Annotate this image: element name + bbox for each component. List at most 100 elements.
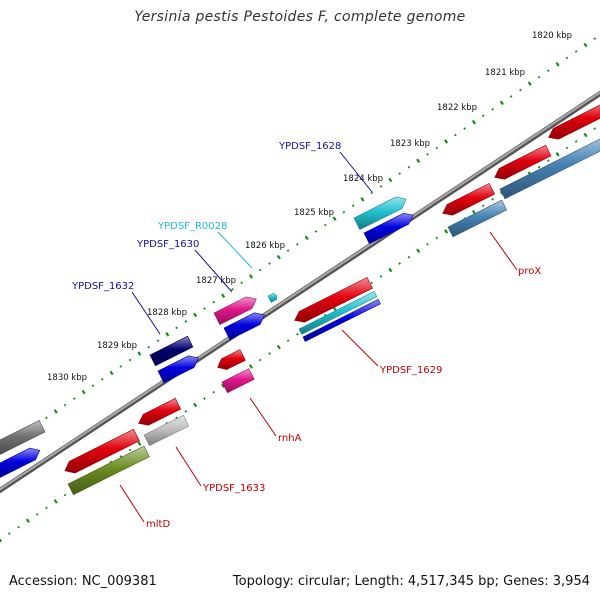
ruler-tick (221, 383, 226, 388)
ruler-tick (268, 262, 271, 265)
YPDSF_R0028-leader (217, 231, 253, 269)
ruler-tick (7, 532, 11, 535)
ruler-tick (444, 139, 449, 144)
ruler-tick (379, 275, 383, 278)
ruler-tick (537, 165, 541, 169)
ruler-tick (388, 267, 393, 273)
ruler-tick (184, 410, 188, 413)
ruler-tick (268, 352, 271, 355)
feature-blue-left (0, 447, 41, 478)
proX-feature-e (499, 138, 600, 200)
map-title: Yersinia pestis Pestoides F, complete ge… (134, 9, 466, 25)
ruler-tick (555, 62, 560, 67)
ruler-tick (286, 249, 290, 253)
ruler-tick (203, 397, 206, 400)
ruler-tick (212, 300, 216, 304)
ruler-tick (426, 243, 429, 246)
ruler-tick (546, 159, 550, 163)
mltD-label: mltD (146, 519, 170, 530)
ruler-label: 1829 kbp (97, 341, 137, 351)
ruler-tick (212, 390, 216, 394)
YPDSF_1628-leader (339, 151, 373, 193)
YPDSF_1629-leader (341, 329, 379, 367)
ruler-label: 1823 kbp (390, 139, 430, 149)
ruler-tick (91, 384, 95, 388)
ruler-label: 1822 kbp (437, 103, 477, 113)
ruler-tick (351, 204, 355, 208)
ruler-tick (583, 42, 588, 48)
ruler-tick (45, 416, 48, 420)
YPDSF_1632-label: YPDSF_1632 (71, 281, 134, 292)
YPDSF_1629-feature-b (298, 290, 378, 335)
ruler-tick (193, 312, 198, 318)
YPDSF_R0028-label: YPDSF_R0028 (157, 221, 227, 232)
ruler-tick (240, 281, 243, 285)
mltD-feature (67, 445, 150, 496)
ruler-tick (304, 235, 309, 241)
ruler-tick (454, 133, 457, 137)
ruler-tick (342, 210, 346, 214)
feature-blue-1632 (157, 355, 199, 384)
ruler-tick (491, 108, 494, 111)
YPDSF_1630-leader (194, 249, 233, 293)
topology-text: Topology: circular; Length: 4,517,345 bp… (232, 574, 590, 589)
YPDSF_1633-feature-c (143, 414, 190, 447)
ruler-tick (555, 152, 560, 157)
ruler-tick (398, 262, 401, 265)
YPDSF_R0028-feature (267, 292, 278, 303)
ruler-tick (147, 345, 151, 349)
YPDSF_1629-label: YPDSF_1629 (379, 365, 442, 376)
ruler-tick (416, 158, 421, 164)
ruler-tick (137, 441, 142, 446)
ruler-tick (388, 177, 393, 183)
ruler-tick (286, 339, 290, 343)
upper-tick-track (0, 37, 597, 453)
ruler-tick (45, 506, 48, 510)
YPDSF_1632-feature (149, 335, 194, 367)
YPDSF_1628-label: YPDSF_1628 (278, 141, 341, 152)
YPDSF_1633-feature-a (64, 428, 140, 474)
rnhA-feature-b (221, 368, 255, 394)
rnhA-feature-a (217, 349, 246, 370)
ruler-tick (314, 230, 318, 233)
ruler-tick (63, 403, 67, 407)
ruler-tick (137, 351, 142, 356)
ruler-tick (593, 127, 597, 130)
mltD-leader (119, 484, 145, 523)
ruler-tick (574, 140, 578, 143)
ruler-tick (444, 229, 449, 234)
proX-leader (489, 231, 518, 271)
ruler-tick (119, 365, 123, 368)
ruler-tick (583, 132, 588, 138)
ruler-tick (537, 75, 541, 79)
ruler-tick (471, 119, 477, 125)
ruler-tick (574, 50, 578, 53)
ruler-tick (156, 339, 160, 343)
ruler-tick (471, 209, 477, 215)
ruler-tick (426, 153, 429, 156)
ruler-label: 1827 kbp (196, 276, 236, 286)
ruler-tick (119, 455, 123, 458)
label-leaders (119, 151, 518, 523)
ruler-tick (35, 512, 39, 516)
proX-label: proX (518, 266, 541, 277)
proX-feature-c (548, 104, 600, 140)
ruler-tick (499, 100, 504, 106)
YPDSF_1630-feature (213, 296, 257, 326)
ruler-tick (193, 402, 198, 408)
feature-track (0, 104, 600, 496)
feature-blue-1628 (363, 212, 414, 245)
ruler-label: 1828 kbp (147, 308, 187, 318)
ruler-tick (370, 191, 374, 195)
ruler-tick (63, 493, 67, 497)
feature-blue-1630 (223, 312, 265, 341)
ruler-tick (248, 364, 253, 369)
ruler-tick (53, 409, 58, 414)
ruler-tick (491, 198, 494, 201)
YPDSF_1628-feature (353, 196, 407, 231)
ruler-tick (231, 287, 234, 291)
ruler-tick (258, 358, 262, 362)
ruler-tick (370, 281, 374, 285)
ruler-tick (527, 81, 532, 86)
ruler-tick (360, 197, 365, 202)
